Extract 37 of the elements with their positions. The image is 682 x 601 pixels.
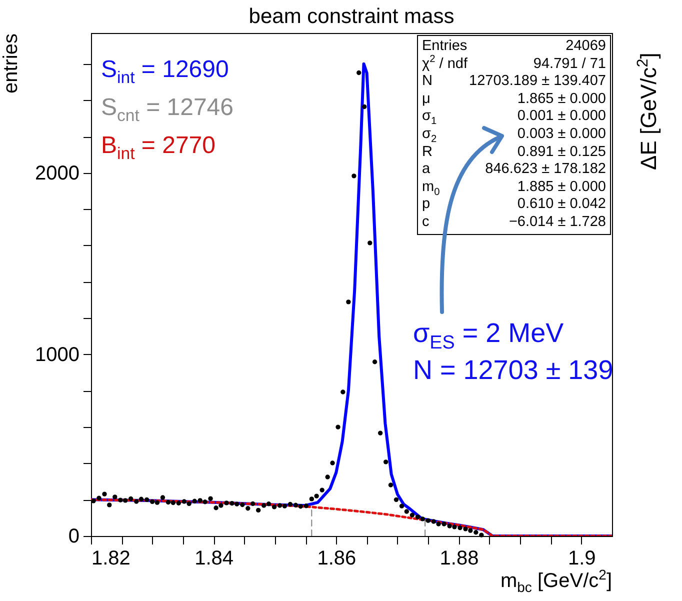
x-tick-label: 1.82 <box>92 548 130 570</box>
annotation: S$_{int}$ = 12690 <box>101 56 229 87</box>
annotation: 94.791 / 71 <box>533 56 606 74</box>
line-series <box>91 498 612 536</box>
annotation: 0.001 ± 0.000 <box>517 108 606 126</box>
annotation: 24069 <box>566 38 606 56</box>
annotation: S$_{cnt}$ = 12746 <box>101 94 234 125</box>
annotation: μ <box>422 90 430 108</box>
annotation: a <box>422 161 430 179</box>
y-axis-title: entries <box>0 34 22 94</box>
y-tick-label: 1000 <box>35 344 80 366</box>
y-tick-label: 2000 <box>35 162 80 184</box>
annotation: m$_{0}$ <box>422 178 440 198</box>
annotation: 846.623 ± 178.182 <box>485 161 606 179</box>
x-tick-label: 1.86 <box>317 548 356 570</box>
x-tick-label: 1.88 <box>440 548 479 570</box>
annotation: 0.003 ± 0.000 <box>517 126 606 144</box>
annotation: χ$^{2}$ / ndf <box>422 54 468 74</box>
annotation: 0.610 ± 0.042 <box>517 196 606 214</box>
annotation: p <box>422 196 430 214</box>
x-tick-label: 1.84 <box>194 548 234 570</box>
annotation: 0.891 ± 0.125 <box>517 144 606 162</box>
annotation: Entries <box>422 38 468 54</box>
annotation: B$_{int}$ = 2770 <box>101 132 216 163</box>
annotation: 12703.189 ± 139.407 <box>469 73 606 91</box>
annotation: σ$_{2}$ <box>422 126 437 145</box>
chart-title: beam constraint mass <box>248 5 454 28</box>
annotation: c <box>422 214 430 232</box>
annotation: 1.885 ± 0.000 <box>517 178 606 196</box>
annotation: σ$_{1}$ <box>422 108 437 128</box>
annotation: N <box>422 73 432 91</box>
y-tick-label: 0 <box>68 526 80 548</box>
annotation: −6.014 ± 1.728 <box>508 214 606 232</box>
annotation: R <box>422 144 432 162</box>
annotation: 1.865 ± 0.000 <box>517 90 606 108</box>
annotation: N = 12703 ± 139 <box>413 355 614 385</box>
annotation: σ$_{ES}$ = 2 MeV <box>413 318 564 354</box>
